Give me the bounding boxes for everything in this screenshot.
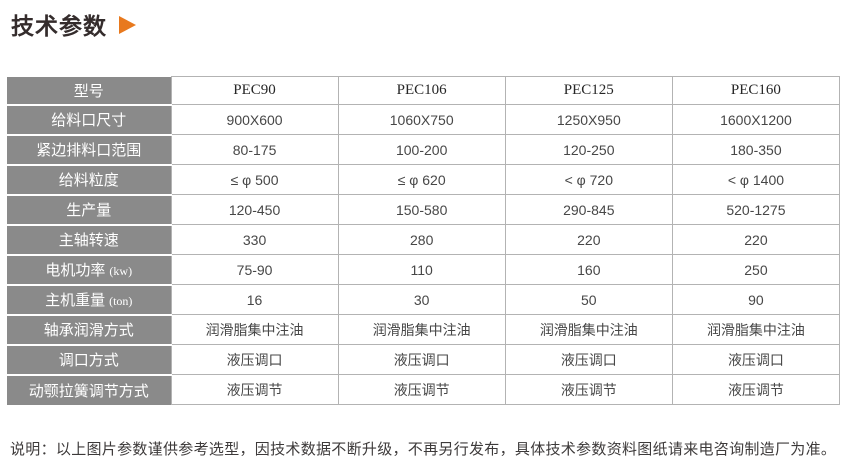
table-row: 紧边排料口范围 80-175 100-200 120-250 180-350 (7, 133, 841, 166)
table-header-row: 型号 PEC90 PEC106 PEC125 PEC160 (7, 76, 841, 106)
spec-value: 液压调节 (337, 374, 506, 405)
row-label: 紧边排料口范围 (7, 133, 171, 166)
table-row: 轴承润滑方式 润滑脂集中注油 润滑脂集中注油 润滑脂集中注油 润滑脂集中注油 (7, 313, 841, 346)
row-label: 电机功率 (kw) (7, 253, 171, 286)
spec-value: 250 (671, 254, 841, 285)
page-title: 技术参数 (11, 13, 107, 39)
spec-value: 1060X750 (337, 104, 506, 135)
spec-value: 900X600 (170, 104, 339, 135)
spec-value: ≤ φ 500 (170, 164, 339, 195)
spec-value: 120-450 (170, 194, 339, 225)
spec-value: 液压调口 (504, 344, 673, 375)
spec-value: 液压调节 (170, 374, 339, 405)
spec-value: 100-200 (337, 134, 506, 165)
table-row: 主机重量 (ton) 16 30 50 90 (7, 283, 841, 316)
spec-value: 180-350 (671, 134, 841, 165)
spec-value: 110 (337, 254, 506, 285)
model-name: PEC125 (504, 76, 673, 105)
spec-value: 液压调口 (337, 344, 506, 375)
row-label: 动颚拉簧调节方式 (7, 373, 171, 405)
spec-value: 150-580 (337, 194, 506, 225)
spec-value: 290-845 (504, 194, 673, 225)
row-label: 主机重量 (ton) (7, 283, 171, 316)
spec-value: ≤ φ 620 (337, 164, 506, 195)
spec-value: 75-90 (170, 254, 339, 285)
table-row: 调口方式 液压调口 液压调口 液压调口 液压调口 (7, 343, 841, 376)
row-label: 给料粒度 (7, 163, 171, 196)
spec-value: 30 (337, 284, 506, 315)
spec-value: 液压调口 (170, 344, 339, 375)
table-row: 电机功率 (kw) 75-90 110 160 250 (7, 253, 841, 286)
spec-value: 润滑脂集中注油 (671, 314, 841, 345)
right-triangle-icon (119, 16, 136, 34)
spec-value: 1600X1200 (671, 104, 841, 135)
model-name: PEC160 (671, 76, 841, 105)
row-label: 调口方式 (7, 343, 171, 376)
table-row: 生产量 120-450 150-580 290-845 520-1275 (7, 193, 841, 226)
model-name: PEC106 (337, 76, 506, 105)
spec-value: 液压调节 (671, 374, 841, 405)
spec-value: 520-1275 (671, 194, 841, 225)
note-text: 说明：以上图片参数谨供参考选型，因技术数据不断升级，不再另行发布，具体技术参数资… (10, 441, 837, 458)
spec-value: 润滑脂集中注油 (504, 314, 673, 345)
spec-value: 80-175 (170, 134, 339, 165)
spec-value: 90 (671, 284, 841, 315)
spec-value: 220 (671, 224, 841, 255)
model-name: PEC90 (170, 76, 339, 105)
table-row: 给料粒度 ≤ φ 500 ≤ φ 620 < φ 720 < φ 1400 (7, 163, 841, 196)
spec-value: 120-250 (504, 134, 673, 165)
row-unit: (ton) (109, 294, 133, 308)
table-row: 主轴转速 330 280 220 220 (7, 223, 841, 256)
row-unit: (kw) (109, 264, 133, 278)
row-label: 给料口尺寸 (7, 103, 171, 136)
spec-value: 16 (170, 284, 339, 315)
spec-value: 160 (504, 254, 673, 285)
row-label: 主轴转速 (7, 223, 171, 256)
spec-value: 280 (337, 224, 506, 255)
spec-value: 润滑脂集中注油 (337, 314, 506, 345)
spec-value: 50 (504, 284, 673, 315)
row-label: 生产量 (7, 193, 171, 226)
row-label-model: 型号 (7, 76, 171, 106)
spec-value: 液压调口 (671, 344, 841, 375)
row-label: 轴承润滑方式 (7, 313, 171, 346)
spec-value: 330 (170, 224, 339, 255)
section-header: 技术参数 (11, 7, 136, 41)
spec-value: < φ 1400 (671, 164, 841, 195)
spec-value: 220 (504, 224, 673, 255)
spec-value: 1250X950 (504, 104, 673, 135)
spec-value: < φ 720 (504, 164, 673, 195)
table-row: 给料口尺寸 900X600 1060X750 1250X950 1600X120… (7, 103, 841, 136)
technical-parameters-table: 型号 PEC90 PEC106 PEC125 PEC160 给料口尺寸 900X… (7, 76, 841, 405)
spec-value: 润滑脂集中注油 (170, 314, 339, 345)
spec-value: 液压调节 (504, 374, 673, 405)
table-row: 动颚拉簧调节方式 液压调节 液压调节 液压调节 液压调节 (7, 373, 841, 405)
